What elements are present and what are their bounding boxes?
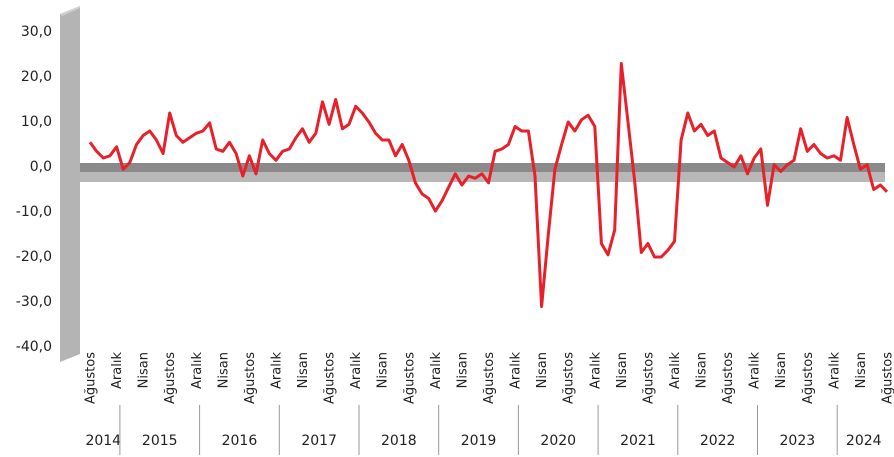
x-tick-label: Ağustos xyxy=(721,352,736,404)
data-line xyxy=(88,62,889,308)
x-tick-label: Nisan xyxy=(854,352,869,388)
y-tick-label: 20,0 xyxy=(21,69,52,85)
year-label: 2024 xyxy=(846,433,882,449)
year-label: 2021 xyxy=(620,433,656,449)
y-tick-label: 10,0 xyxy=(21,114,52,130)
x-tick-label: Ağustos xyxy=(881,352,894,404)
x-tick-label: Aralık xyxy=(429,352,444,389)
x-tick-label: Nisan xyxy=(137,352,152,388)
y-tick-label: -10,0 xyxy=(16,204,52,220)
x-tick-label: Ağustos xyxy=(562,352,577,404)
year-label: 2016 xyxy=(222,433,258,449)
x-tick-label: Nisan xyxy=(774,352,789,388)
x-tick-label: Nisan xyxy=(535,352,550,388)
x-tick-label: Aralık xyxy=(668,352,683,389)
x-tick-label: Aralık xyxy=(509,352,524,389)
x-tick-label: Aralık xyxy=(190,352,205,389)
x-tick-label: Aralık xyxy=(588,352,603,389)
y-tick-label: -30,0 xyxy=(16,294,52,310)
y-tick-label: 30,0 xyxy=(21,24,52,40)
x-tick-label: Ağustos xyxy=(243,352,258,404)
y-tick-label: 0,0 xyxy=(30,159,52,175)
x-tick-label: Ağustos xyxy=(163,352,178,404)
axis-wall xyxy=(60,6,80,362)
year-label: 2022 xyxy=(700,433,736,449)
x-tick-label: Aralık xyxy=(748,352,763,389)
year-label: 2020 xyxy=(540,433,576,449)
x-tick-label: Aralık xyxy=(827,352,842,389)
x-tick-label: Nisan xyxy=(216,352,231,388)
y-tick-label: -20,0 xyxy=(16,249,52,265)
year-label: 2023 xyxy=(780,433,816,449)
x-tick-label: Ağustos xyxy=(84,352,99,404)
x-tick-label: Nisan xyxy=(615,352,630,388)
zero-floor-top xyxy=(80,163,885,172)
x-tick-label: Ağustos xyxy=(801,352,816,404)
year-label: 2014 xyxy=(85,433,121,449)
x-tick-label: Nisan xyxy=(455,352,470,388)
year-label: 2015 xyxy=(142,433,178,449)
x-tick-label: Ağustos xyxy=(482,352,497,404)
x-tick-label: Nisan xyxy=(296,352,311,388)
x-tick-label: Ağustos xyxy=(323,352,338,404)
axis-wall-top xyxy=(60,6,80,16)
x-tick-label: Ağustos xyxy=(402,352,417,404)
x-tick-label: Aralık xyxy=(110,352,125,389)
x-tick-label: Nisan xyxy=(376,352,391,388)
x-tick-label: Ağustos xyxy=(641,352,656,404)
year-label: 2017 xyxy=(301,433,337,449)
y-tick-label: -40,0 xyxy=(16,339,52,355)
year-label: 2019 xyxy=(461,433,497,449)
year-label: 2018 xyxy=(381,433,417,449)
x-tick-label: Aralık xyxy=(349,352,364,389)
x-tick-label: Aralık xyxy=(269,352,284,389)
x-tick-label: Nisan xyxy=(695,352,710,388)
